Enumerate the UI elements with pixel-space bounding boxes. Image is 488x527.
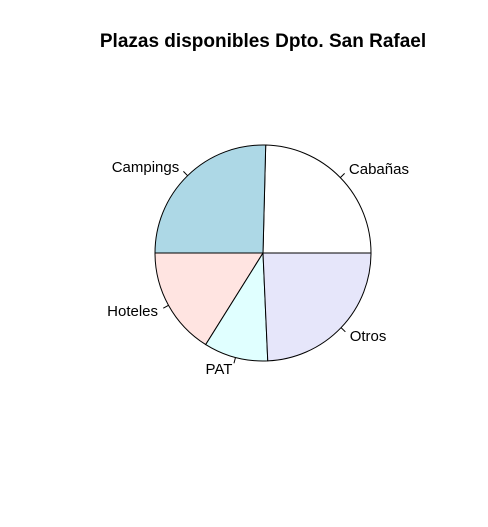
chart-title: Plazas disponibles Dpto. San Rafael [100,31,426,52]
pie-label-tick [163,305,168,308]
pie-label: Hoteles [107,303,158,320]
pie-label-tick [183,171,187,175]
pie-label-tick [340,173,344,177]
pie-slices [155,145,371,361]
pie-label: Campings [112,159,180,176]
pie-label-tick [341,328,345,332]
pie-label: PAT [205,361,232,378]
pie-label: Cabañas [349,161,409,178]
pie-label-tick [234,357,236,363]
pie-label: Otros [350,328,387,345]
